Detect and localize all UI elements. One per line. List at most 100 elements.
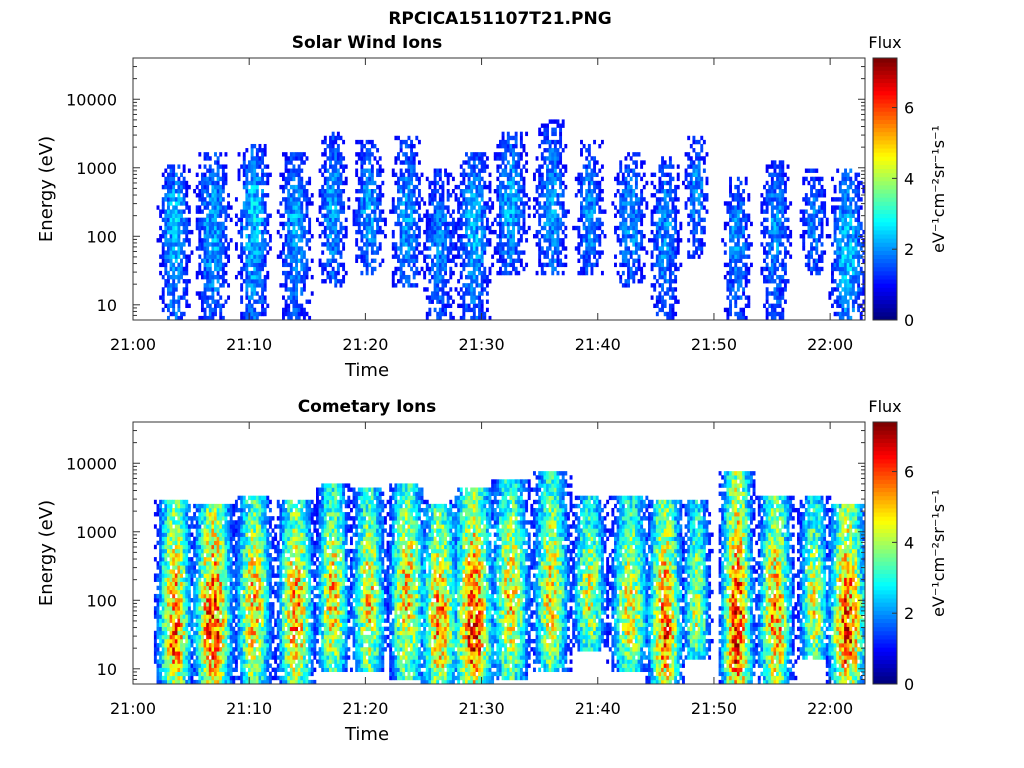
heatmap-cell	[224, 176, 228, 182]
heatmap-cell	[297, 176, 301, 182]
heatmap-cell	[857, 279, 861, 284]
heatmap-cell	[182, 184, 186, 190]
heatmap-cell	[185, 184, 189, 190]
heatmap-cell	[329, 258, 332, 263]
heatmap-cell	[219, 307, 223, 313]
heatmap-cell	[862, 250, 866, 255]
heatmap-cell	[765, 209, 769, 214]
heatmap-cell	[472, 201, 476, 206]
heatmap-cell	[577, 258, 581, 263]
heatmap-cell	[368, 201, 372, 206]
heatmap-cell	[619, 262, 623, 268]
heatmap-cell	[211, 197, 215, 202]
heatmap-cell	[459, 189, 463, 194]
heatmap-cell	[431, 258, 434, 263]
heatmap-cell	[172, 225, 176, 231]
heatmap-cell	[485, 279, 489, 284]
heatmap-cell	[859, 225, 863, 231]
heatmap-cell	[169, 291, 173, 296]
heatmap-cell	[436, 291, 440, 296]
heatmap-cell	[621, 213, 625, 218]
heatmap-cell	[514, 172, 518, 178]
heatmap-cell	[820, 225, 824, 231]
heatmap-cell	[336, 209, 340, 214]
heatmap-cell	[668, 311, 672, 317]
heatmap-cell	[438, 254, 442, 259]
heatmap-cell	[404, 242, 408, 247]
heatmap-cell	[195, 221, 199, 227]
heatmap-cell	[807, 254, 811, 259]
heatmap-cell	[344, 180, 348, 186]
heatmap-cell	[467, 201, 471, 206]
heatmap-cell	[200, 180, 204, 186]
heatmap-cell	[415, 270, 419, 276]
heatmap-cell	[219, 246, 223, 251]
heatmap-cell	[404, 225, 408, 231]
heatmap-cell	[423, 242, 427, 247]
heatmap-cell	[689, 172, 693, 178]
heatmap-cell	[465, 242, 468, 247]
heatmap-cell	[480, 176, 484, 182]
heatmap-cell	[373, 238, 377, 243]
heatmap-cell	[329, 139, 332, 145]
heatmap-cell	[240, 270, 244, 276]
heatmap-cell	[770, 291, 774, 296]
heatmap-cell	[368, 217, 372, 223]
heatmap-cell	[308, 299, 312, 304]
heatmap-cell	[428, 201, 432, 206]
heatmap-cell	[282, 295, 285, 300]
heatmap-cell	[216, 164, 220, 169]
heatmap-cell	[634, 270, 638, 276]
heatmap-cell	[258, 299, 262, 304]
heatmap-cell	[480, 217, 484, 223]
heatmap-cell	[770, 205, 774, 210]
heatmap-cell	[216, 258, 220, 263]
heatmap-cell	[729, 250, 732, 255]
heatmap-cell	[459, 213, 463, 218]
heatmap-cell	[543, 209, 547, 214]
heatmap-cell	[407, 197, 411, 202]
heatmap-cell	[373, 189, 377, 194]
heatmap-cell	[841, 180, 845, 186]
heatmap-cell	[172, 238, 176, 243]
heatmap-cell	[363, 242, 366, 247]
heatmap-cell	[245, 148, 249, 153]
heatmap-cell	[587, 180, 591, 186]
heatmap-cell	[841, 246, 845, 251]
heatmap-cell	[509, 242, 513, 247]
heatmap-cell	[363, 262, 366, 268]
heatmap-cell	[438, 287, 442, 292]
heatmap-cell	[200, 189, 204, 194]
heatmap-cell	[655, 189, 659, 194]
heatmap-cell	[253, 307, 257, 313]
heatmap-cell	[778, 250, 782, 255]
heatmap-cell	[334, 168, 338, 173]
heatmap-cell	[556, 160, 560, 165]
heatmap-cell	[198, 234, 202, 239]
heatmap-cell	[697, 160, 701, 165]
heatmap-cell	[370, 189, 374, 194]
heatmap-cell	[378, 209, 382, 214]
heatmap-cell	[454, 193, 458, 198]
heatmap-cell	[480, 283, 484, 288]
heatmap-cell	[512, 266, 515, 272]
heatmap-cell	[415, 258, 419, 263]
heatmap-cell	[203, 180, 207, 186]
heatmap-cell	[417, 229, 421, 235]
heatmap-cell	[221, 221, 225, 227]
heatmap-cell	[593, 184, 597, 190]
heatmap-cell	[844, 270, 847, 276]
heatmap-cell	[519, 176, 523, 182]
heatmap-cell	[365, 152, 369, 157]
heatmap-cell	[438, 184, 442, 190]
heatmap-cell	[331, 274, 335, 280]
heatmap-cell	[488, 238, 492, 243]
heatmap-cell	[292, 225, 296, 231]
heatmap-cell	[655, 238, 659, 243]
heatmap-cell	[723, 250, 727, 255]
heatmap-cell	[182, 287, 186, 292]
heatmap-cell	[475, 152, 479, 157]
heatmap-cell	[250, 238, 254, 243]
heatmap-cell	[480, 209, 484, 214]
heatmap-cell	[517, 225, 521, 231]
